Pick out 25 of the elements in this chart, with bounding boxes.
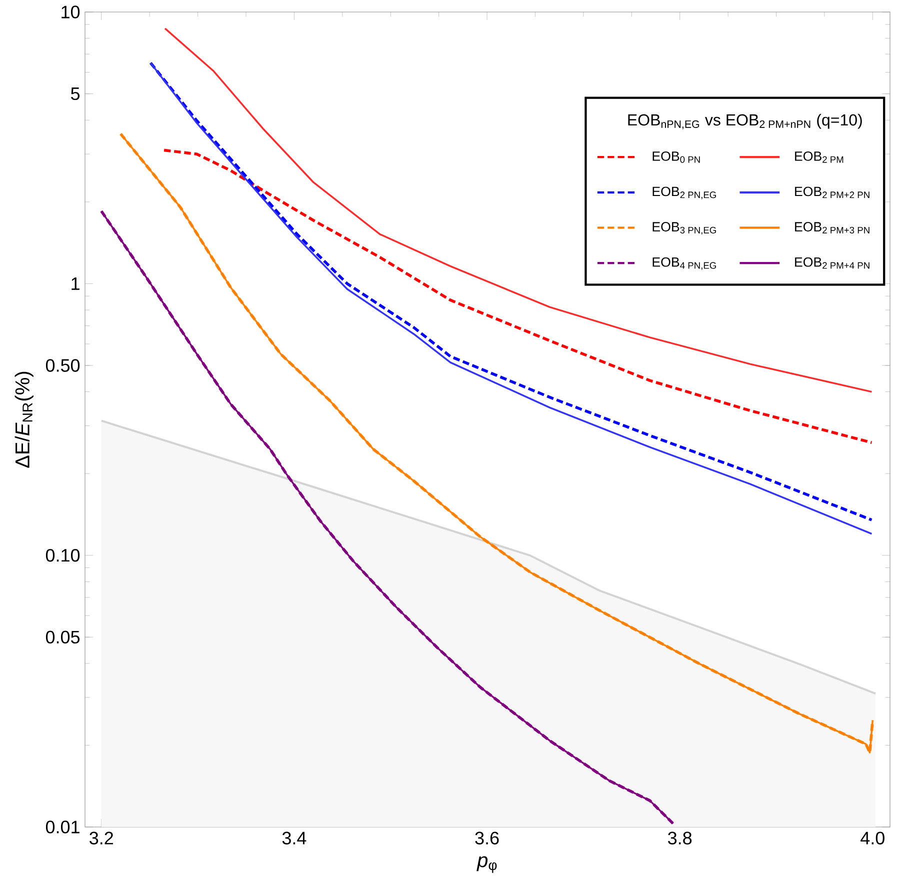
legend-label: $\text{EOB}_{\text{0 PN}}$ xyxy=(652,151,700,163)
x-axis-title: p$_{φ}$ xyxy=(476,856,497,873)
legend-label: $\text{EOB}_{\text{2 PM+4 PN}}$ xyxy=(795,257,870,269)
x-tick-label: 3.4 xyxy=(282,832,306,844)
legend-label: $\text{EOB}_{\text{3 PN,EG}}$ xyxy=(652,222,716,235)
y-tick-label: 10 xyxy=(62,6,80,18)
x-tick-label: 4.0 xyxy=(860,832,884,844)
legend-title: EOB$_{nPN,EG}$ vs EOB$_{2 PM+nPN}$ (q=10) xyxy=(628,114,862,130)
x-tick-label: 3.8 xyxy=(668,832,692,844)
legend-label: $\text{EOB}_{\text{2 PN,EG}}$ xyxy=(652,186,716,200)
y-tick-label: 1 xyxy=(72,277,80,290)
legend-label: $\text{EOB}_{\text{2 PM+2 PN}}$ xyxy=(795,186,870,198)
x-tick-label: 3.2 xyxy=(90,832,114,844)
line-series xyxy=(162,148,874,444)
legend-label: $\text{EOB}_{\text{2 PM+3 PN}}$ xyxy=(795,222,870,234)
y-tick-label: 0.10 xyxy=(46,548,80,562)
line-series xyxy=(164,28,873,393)
y-axis-title: ΔE/E$_{NR}$(%) xyxy=(14,372,34,468)
y-tick-label: 0.01 xyxy=(46,820,80,834)
y-tick-label: 0.05 xyxy=(46,630,80,644)
legend-label: $\text{EOB}_{\text{2 PM}}$ xyxy=(795,151,844,163)
y-tick-label: 0.50 xyxy=(46,359,80,372)
x-tick-label: 3.6 xyxy=(475,832,499,844)
legend-label: $\text{EOB}_{\text{4 PN,EG}}$ xyxy=(652,257,716,270)
y-tick-label: 5 xyxy=(70,88,80,100)
